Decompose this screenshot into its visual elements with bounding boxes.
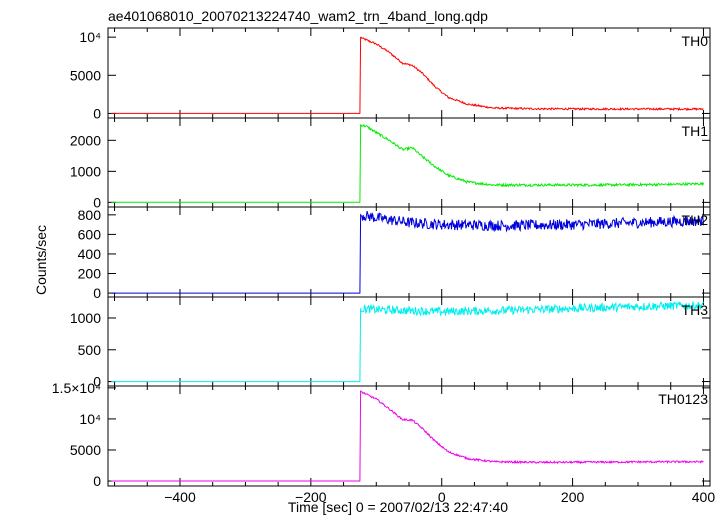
y-tick-label: 5000 — [70, 442, 101, 458]
y-tick-label: 0 — [93, 194, 101, 210]
panel-label-th0: TH0 — [682, 33, 709, 49]
y-tick-label: 0 — [93, 105, 101, 121]
x-tick-label: 0 — [438, 489, 446, 505]
panel-label-th3: TH3 — [682, 302, 709, 318]
y-tick-label: 2000 — [70, 132, 101, 148]
x-tick-label: 400 — [692, 489, 716, 505]
y-tick-label: 0 — [93, 374, 101, 390]
y-tick-label: 10⁴ — [79, 29, 101, 45]
x-axis-label: Time [sec] 0 = 2007/02/13 22:47:40 — [288, 499, 508, 515]
series-line-th1 — [111, 123, 704, 203]
panel-frame-th2 — [107, 206, 711, 298]
chart-title: ae401068010_20070213224740_wam2_trn_4ban… — [108, 8, 488, 24]
panel-label-th2: TH2 — [682, 212, 709, 228]
y-tick-label: 0 — [93, 473, 101, 489]
y-tick-label: 600 — [78, 226, 102, 242]
panel-label-th0123: TH0123 — [658, 391, 708, 407]
y-tick-label: 800 — [78, 207, 102, 223]
y-tick-label: 5000 — [70, 67, 101, 83]
x-tick-label: −400 — [164, 489, 196, 505]
series-line-th3 — [111, 300, 704, 383]
y-tick-label: 1000 — [70, 163, 101, 179]
y-tick-label: 1000 — [70, 310, 101, 326]
y-tick-label: 200 — [78, 266, 102, 282]
x-tick-label: 200 — [561, 489, 585, 505]
x-tick-label: −200 — [295, 489, 327, 505]
y-axis-label: Counts/sec — [33, 225, 49, 295]
y-tick-label: 0 — [93, 285, 101, 301]
series-line-th0123 — [111, 390, 704, 482]
panel-frame-th0123 — [107, 385, 711, 487]
y-tick-label: 1.5×10⁴ — [52, 380, 101, 396]
series-line-th2 — [111, 210, 704, 294]
panel-frame-th0 — [107, 27, 711, 119]
panel-frame-th1 — [107, 117, 711, 208]
y-tick-label: 500 — [78, 342, 102, 358]
panel-frame-th3 — [107, 296, 711, 387]
panel-label-th1: TH1 — [682, 123, 709, 139]
y-tick-label: 10⁴ — [79, 411, 101, 427]
series-line-th0 — [111, 36, 704, 114]
y-tick-label: 400 — [78, 246, 102, 262]
